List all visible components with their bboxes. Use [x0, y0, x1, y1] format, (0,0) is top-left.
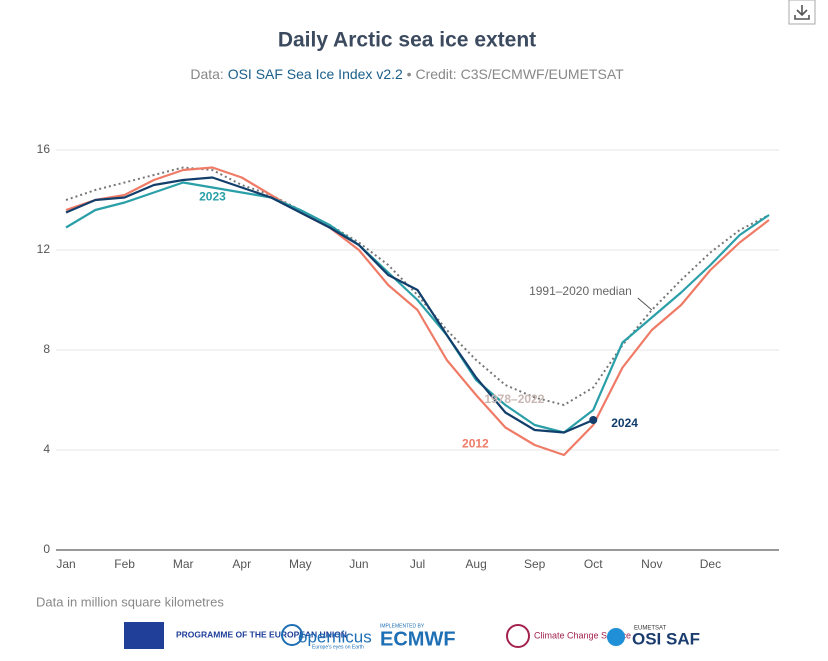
copernicus-logo: opernicus — [298, 627, 372, 646]
end-dot — [589, 416, 598, 424]
series-label: 2023 — [199, 190, 226, 204]
logos: PROGRAMME OF THE EUROPEAN UNION opernicu… — [124, 622, 700, 650]
subtitle-prefix: Data: — [190, 66, 223, 82]
eu-flag — [124, 622, 164, 649]
x-tick-label: May — [289, 557, 312, 571]
label-leader — [637, 297, 653, 311]
series-line — [65, 166, 770, 406]
c3s-mark — [506, 624, 530, 648]
download-icon[interactable] — [794, 5, 810, 20]
range-annotation: 1978–2022 — [484, 392, 544, 406]
ecmwf-sub: IMPLEMENTED BY — [380, 623, 425, 629]
eumetsat-logo: EUMETSAT — [634, 626, 667, 632]
series-label: 1991–2020 median — [529, 284, 632, 298]
subtitle-link[interactable]: OSI SAF Sea Ice Index v2.2 — [228, 66, 403, 82]
x-tick-label: Oct — [584, 557, 603, 571]
eu-logo-text: PROGRAMME OF THE EUROPEAN UNION — [176, 629, 347, 639]
y-tick-label: 12 — [37, 242, 51, 256]
x-tick-label: Aug — [465, 557, 486, 571]
y-tick-label: 16 — [37, 142, 51, 156]
chart-subtitle: Data: OSI SAF Sea Ice Index v2.2 • Credi… — [190, 66, 624, 82]
series-label: 2024 — [611, 416, 638, 430]
series-label: 2012 — [462, 437, 489, 451]
series-line — [65, 176, 594, 434]
y-tick-label: 8 — [43, 342, 50, 356]
x-tick-label: Jun — [349, 557, 368, 571]
y-tick-label: 4 — [43, 442, 50, 456]
series-line — [65, 166, 770, 457]
x-tick-label: Jan — [56, 557, 75, 571]
download-button[interactable] — [788, 0, 816, 25]
ecmwf-logo: ECMWF — [380, 628, 456, 650]
copernicus-mark — [281, 624, 303, 646]
x-tick-label: Dec — [700, 557, 721, 571]
x-tick-label: Mar — [173, 557, 194, 571]
series-line — [65, 181, 770, 434]
x-tick-label: Apr — [232, 557, 251, 571]
x-tick-label: Nov — [641, 557, 662, 571]
c3s-logo: Climate Change Service — [534, 630, 631, 640]
subtitle-credit: • Credit: C3S/ECMWF/EUMETSAT — [407, 66, 624, 82]
eumetsat-mark — [607, 628, 625, 646]
y-tick-label: 0 — [43, 542, 50, 556]
x-tick-label: Sep — [524, 557, 546, 571]
copernicus-sub: Europe's eyes on Earth — [312, 644, 364, 650]
units-note: Data in million square kilometres — [36, 594, 224, 609]
x-tick-label: Jul — [410, 557, 425, 571]
chart-title: Daily Arctic sea ice extent — [278, 29, 536, 52]
osisaf-logo: OSI SAF — [632, 629, 700, 648]
x-tick-label: Feb — [114, 557, 135, 571]
